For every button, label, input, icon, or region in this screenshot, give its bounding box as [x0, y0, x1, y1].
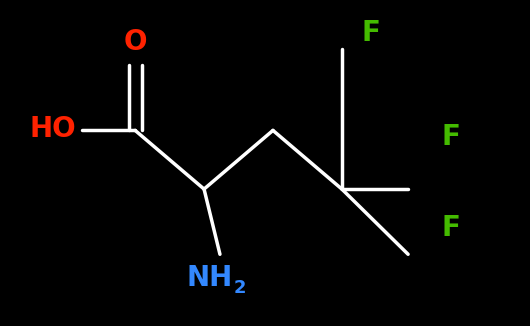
Text: F: F	[441, 214, 460, 242]
Text: 2: 2	[233, 278, 246, 297]
Text: O: O	[123, 28, 147, 56]
Text: F: F	[441, 123, 460, 151]
Text: HO: HO	[30, 115, 76, 143]
Text: F: F	[361, 19, 381, 47]
Text: NH: NH	[186, 264, 233, 292]
